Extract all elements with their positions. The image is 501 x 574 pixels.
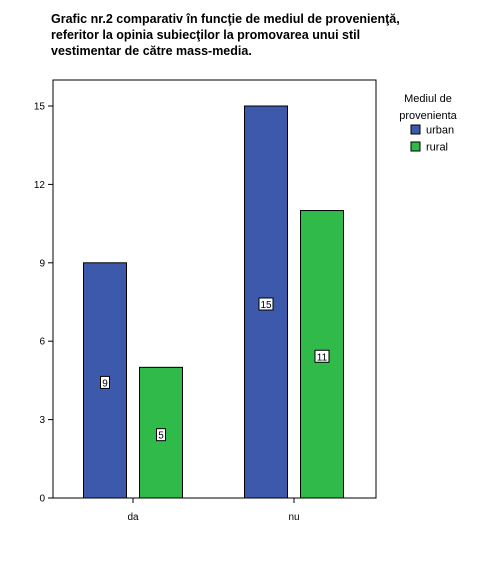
y-tick-label: 12 (34, 180, 46, 191)
y-tick-label: 6 (39, 337, 45, 348)
data-label-box (156, 428, 166, 442)
data-label: 9 (102, 378, 108, 389)
x-tick-label: nu (288, 512, 299, 523)
chart-title-line-3: vestimentar de către mass-media. (51, 44, 252, 58)
legend-label-rural: rural (426, 142, 448, 154)
data-label: 15 (260, 300, 272, 311)
data-label-box (100, 375, 110, 389)
plot-frame (52, 79, 377, 499)
chart-title-line-2: referitor la opinia subiecţilor la promo… (51, 28, 361, 42)
legend: Mediul de provenienta urban rural (399, 93, 457, 154)
data-label-box (314, 349, 330, 363)
y-tick-label: 9 (39, 258, 45, 269)
legend-title-line-1: Mediul de (404, 93, 452, 105)
data-label: 5 (158, 431, 164, 442)
y-tick-label: 15 (34, 102, 46, 113)
x-tick-label: da (127, 512, 139, 523)
chart-title-line-1: Grafic nr.2 comparativ în funcţie de med… (51, 12, 400, 26)
legend-label-urban: urban (426, 125, 454, 137)
y-tick-label: 3 (39, 415, 45, 426)
chart-title: Grafic nr.2 comparativ în funcţie de med… (51, 11, 471, 59)
y-tick-label: 0 (39, 494, 45, 505)
plot-area: 0 3 6 9 12 15 da nu 9 15 5 11 (34, 79, 377, 523)
legend-title-line-2: provenienta (399, 110, 457, 122)
legend-swatch-urban (410, 124, 421, 135)
data-label-box (258, 297, 274, 311)
data-label: 11 (317, 352, 328, 363)
legend-swatch-rural (410, 141, 421, 152)
